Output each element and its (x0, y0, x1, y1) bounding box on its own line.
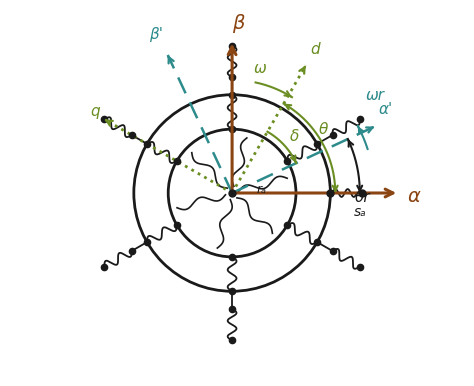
Text: sₐ: sₐ (354, 205, 366, 219)
Text: β: β (232, 14, 244, 33)
Text: rₐ: rₐ (256, 183, 267, 196)
Text: θ: θ (319, 122, 328, 137)
Text: α': α' (379, 102, 393, 117)
Text: q: q (90, 104, 100, 119)
Text: δ: δ (290, 129, 300, 144)
Text: α: α (407, 188, 420, 207)
Text: d: d (310, 42, 320, 57)
Text: β': β' (149, 27, 163, 42)
Text: ω: ω (254, 61, 266, 76)
Text: ωr: ωr (365, 88, 384, 103)
Text: θr: θr (355, 190, 371, 205)
